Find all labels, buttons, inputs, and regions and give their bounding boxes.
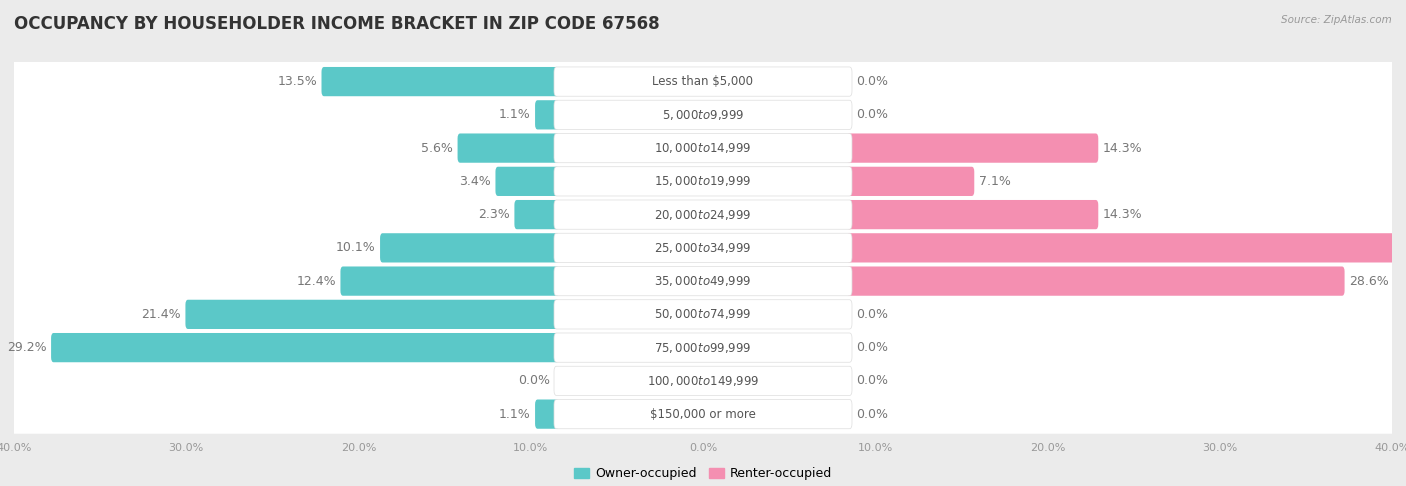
FancyBboxPatch shape — [6, 361, 1400, 400]
Text: 1.1%: 1.1% — [499, 108, 531, 122]
FancyBboxPatch shape — [6, 328, 1400, 367]
Text: $15,000 to $19,999: $15,000 to $19,999 — [654, 174, 752, 189]
FancyBboxPatch shape — [457, 134, 560, 163]
FancyBboxPatch shape — [554, 167, 852, 196]
Text: Source: ZipAtlas.com: Source: ZipAtlas.com — [1281, 15, 1392, 25]
Text: 0.0%: 0.0% — [856, 108, 889, 122]
Text: $100,000 to $149,999: $100,000 to $149,999 — [647, 374, 759, 388]
FancyBboxPatch shape — [846, 266, 1344, 296]
FancyBboxPatch shape — [6, 128, 1400, 168]
FancyBboxPatch shape — [6, 162, 1400, 201]
FancyBboxPatch shape — [846, 233, 1406, 262]
FancyBboxPatch shape — [554, 366, 852, 396]
Text: $25,000 to $34,999: $25,000 to $34,999 — [654, 241, 752, 255]
FancyBboxPatch shape — [6, 195, 1400, 234]
Text: 0.0%: 0.0% — [856, 308, 889, 321]
Text: OCCUPANCY BY HOUSEHOLDER INCOME BRACKET IN ZIP CODE 67568: OCCUPANCY BY HOUSEHOLDER INCOME BRACKET … — [14, 15, 659, 33]
Text: 2.3%: 2.3% — [478, 208, 510, 221]
FancyBboxPatch shape — [554, 266, 852, 296]
FancyBboxPatch shape — [554, 333, 852, 362]
Text: $5,000 to $9,999: $5,000 to $9,999 — [662, 108, 744, 122]
FancyBboxPatch shape — [554, 233, 852, 262]
Text: 10.1%: 10.1% — [336, 242, 375, 254]
FancyBboxPatch shape — [846, 134, 1098, 163]
Text: 28.6%: 28.6% — [1348, 275, 1389, 288]
FancyBboxPatch shape — [536, 100, 560, 129]
FancyBboxPatch shape — [6, 295, 1400, 334]
Text: $50,000 to $74,999: $50,000 to $74,999 — [654, 307, 752, 321]
Text: 29.2%: 29.2% — [7, 341, 46, 354]
Text: $20,000 to $24,999: $20,000 to $24,999 — [654, 208, 752, 222]
FancyBboxPatch shape — [495, 167, 560, 196]
FancyBboxPatch shape — [186, 300, 560, 329]
Text: 0.0%: 0.0% — [856, 374, 889, 387]
Text: 0.0%: 0.0% — [856, 75, 889, 88]
FancyBboxPatch shape — [380, 233, 560, 262]
Text: 7.1%: 7.1% — [979, 175, 1011, 188]
Text: 14.3%: 14.3% — [1102, 141, 1142, 155]
Text: 1.1%: 1.1% — [499, 408, 531, 420]
FancyBboxPatch shape — [322, 67, 560, 96]
FancyBboxPatch shape — [6, 228, 1400, 267]
FancyBboxPatch shape — [6, 261, 1400, 301]
FancyBboxPatch shape — [554, 134, 852, 163]
FancyBboxPatch shape — [554, 100, 852, 129]
Text: 0.0%: 0.0% — [856, 408, 889, 420]
Text: 0.0%: 0.0% — [856, 341, 889, 354]
Legend: Owner-occupied, Renter-occupied: Owner-occupied, Renter-occupied — [574, 468, 832, 481]
Text: 21.4%: 21.4% — [142, 308, 181, 321]
Text: $35,000 to $49,999: $35,000 to $49,999 — [654, 274, 752, 288]
FancyBboxPatch shape — [846, 200, 1098, 229]
Text: Less than $5,000: Less than $5,000 — [652, 75, 754, 88]
FancyBboxPatch shape — [554, 200, 852, 229]
Text: 14.3%: 14.3% — [1102, 208, 1142, 221]
FancyBboxPatch shape — [554, 67, 852, 96]
FancyBboxPatch shape — [6, 395, 1400, 434]
FancyBboxPatch shape — [536, 399, 560, 429]
FancyBboxPatch shape — [340, 266, 560, 296]
FancyBboxPatch shape — [51, 333, 560, 362]
Text: $150,000 or more: $150,000 or more — [650, 408, 756, 420]
FancyBboxPatch shape — [6, 62, 1400, 101]
FancyBboxPatch shape — [6, 95, 1400, 135]
Text: $75,000 to $99,999: $75,000 to $99,999 — [654, 341, 752, 355]
Text: 13.5%: 13.5% — [277, 75, 318, 88]
Text: 0.0%: 0.0% — [517, 374, 550, 387]
Text: 5.6%: 5.6% — [422, 141, 453, 155]
FancyBboxPatch shape — [846, 167, 974, 196]
FancyBboxPatch shape — [515, 200, 560, 229]
Text: $10,000 to $14,999: $10,000 to $14,999 — [654, 141, 752, 155]
Text: 3.4%: 3.4% — [460, 175, 491, 188]
Text: 12.4%: 12.4% — [297, 275, 336, 288]
FancyBboxPatch shape — [554, 300, 852, 329]
FancyBboxPatch shape — [554, 399, 852, 429]
